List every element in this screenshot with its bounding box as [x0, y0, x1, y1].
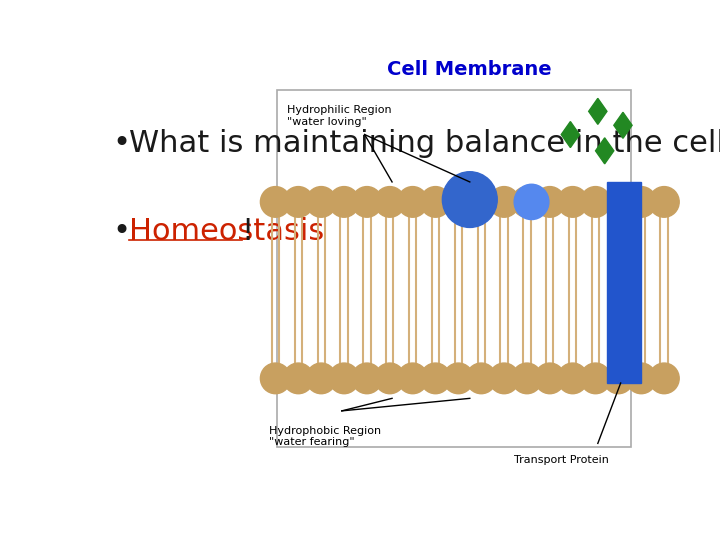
Circle shape — [329, 187, 359, 217]
Circle shape — [444, 187, 474, 217]
Text: Hydrophobic Region
"water fearing": Hydrophobic Region "water fearing" — [269, 426, 381, 447]
Circle shape — [466, 187, 496, 217]
Text: Homeostasis: Homeostasis — [129, 217, 324, 246]
Circle shape — [603, 187, 634, 217]
Text: Transport Protein: Transport Protein — [514, 455, 608, 464]
Circle shape — [374, 187, 405, 217]
Circle shape — [442, 172, 498, 227]
Circle shape — [397, 187, 428, 217]
Circle shape — [557, 363, 588, 394]
Circle shape — [514, 184, 549, 220]
Circle shape — [626, 363, 657, 394]
FancyBboxPatch shape — [607, 182, 642, 383]
Circle shape — [283, 363, 313, 394]
Circle shape — [626, 187, 657, 217]
Polygon shape — [561, 122, 580, 147]
Text: Hydrophilic Region
"water loving": Hydrophilic Region "water loving" — [287, 105, 392, 127]
Circle shape — [535, 363, 565, 394]
Text: What is maintaining balance in the cell called?: What is maintaining balance in the cell … — [129, 129, 720, 158]
Circle shape — [649, 363, 679, 394]
Text: Cell Membrane: Cell Membrane — [387, 60, 552, 79]
Circle shape — [489, 363, 519, 394]
Circle shape — [512, 363, 542, 394]
Circle shape — [420, 187, 451, 217]
Circle shape — [649, 187, 679, 217]
Circle shape — [306, 187, 336, 217]
Circle shape — [352, 363, 382, 394]
Circle shape — [306, 363, 336, 394]
Text: •: • — [112, 129, 130, 158]
Polygon shape — [614, 112, 632, 138]
Circle shape — [261, 187, 291, 217]
Circle shape — [489, 187, 519, 217]
Circle shape — [261, 363, 291, 394]
Circle shape — [283, 187, 313, 217]
Text: !: ! — [242, 217, 254, 246]
Circle shape — [557, 187, 588, 217]
FancyBboxPatch shape — [277, 90, 631, 447]
Circle shape — [444, 363, 474, 394]
Circle shape — [603, 363, 634, 394]
Polygon shape — [595, 138, 614, 164]
Circle shape — [535, 187, 565, 217]
Circle shape — [466, 363, 496, 394]
Circle shape — [512, 187, 542, 217]
Circle shape — [420, 363, 451, 394]
Text: •: • — [112, 217, 130, 246]
Circle shape — [580, 363, 611, 394]
Circle shape — [397, 363, 428, 394]
Circle shape — [374, 363, 405, 394]
Circle shape — [580, 187, 611, 217]
Polygon shape — [589, 98, 607, 124]
Circle shape — [329, 363, 359, 394]
Circle shape — [352, 187, 382, 217]
